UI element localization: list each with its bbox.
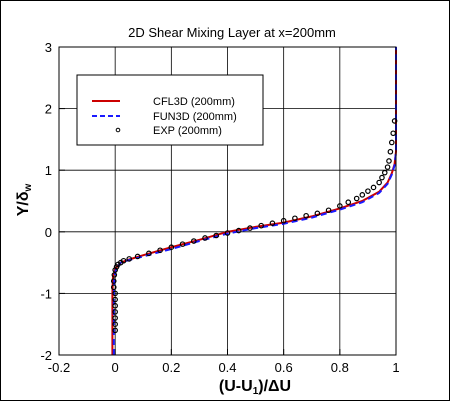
exp-point <box>247 225 253 231</box>
exp-point <box>388 139 395 146</box>
exp-point <box>111 272 118 278</box>
legend-label-fun3d: FUN3D (200mm) <box>153 111 237 123</box>
exp-point <box>146 250 152 257</box>
y-tick-label: 3 <box>45 40 52 55</box>
y-tick-label: 1 <box>45 163 52 178</box>
x-tick-label: 1 <box>392 360 399 375</box>
exp-point <box>202 235 208 241</box>
legend-marker-exp <box>115 127 121 133</box>
x-axis-label: (U-U1)/ΔU <box>219 378 291 397</box>
exp-point <box>387 148 394 155</box>
chart-title: 2D Shear Mixing Layer at x=200mm <box>128 25 336 40</box>
exp-point <box>314 210 321 217</box>
exp-point <box>213 232 220 239</box>
y-axis-label: Y/δw <box>15 183 34 216</box>
exp-point <box>112 315 118 321</box>
exp-point <box>345 199 352 206</box>
exp-point <box>112 296 118 303</box>
exp-point <box>280 217 287 224</box>
plot-area <box>58 46 397 356</box>
exp-point <box>386 158 392 164</box>
x-tick-label: 0 <box>112 360 119 375</box>
x-tick-label: 0.2 <box>162 360 180 375</box>
exp-point <box>110 284 117 291</box>
exp-point <box>179 241 186 247</box>
legend: CFL3D (200mm) FUN3D (200mm) EXP (200mm) <box>76 74 264 146</box>
exp-point <box>191 238 197 244</box>
exp-point <box>126 256 133 262</box>
exp-point <box>112 327 118 334</box>
exp-point <box>112 290 118 297</box>
exp-point <box>112 302 118 309</box>
legend-box <box>76 74 264 146</box>
exp-point <box>384 164 391 170</box>
x-tick-label: -0.2 <box>48 360 70 375</box>
y-tick-label: -2 <box>40 348 52 363</box>
exp-point <box>303 212 309 219</box>
exp-point <box>157 247 163 254</box>
exp-point <box>376 179 382 186</box>
legend-label-cfl3d: CFL3D (200mm) <box>153 96 235 108</box>
exp-point <box>337 203 343 209</box>
exp-point <box>325 207 332 214</box>
exp-point <box>258 222 265 229</box>
exp-point <box>381 169 388 176</box>
x-tick-label: 0.8 <box>331 360 349 375</box>
y-tick-label: 0 <box>45 225 52 240</box>
series-layer <box>110 47 398 355</box>
exp-point <box>292 215 298 222</box>
exp-point <box>134 253 141 260</box>
legend-label-exp: EXP (200mm) <box>153 125 222 137</box>
exp-point <box>235 227 242 234</box>
exp-point <box>379 174 385 181</box>
exp-point <box>391 118 398 124</box>
exp-point <box>269 220 276 226</box>
exp-point <box>365 188 371 194</box>
exp-point <box>112 267 118 273</box>
exp-point <box>110 278 117 284</box>
exp-point <box>359 192 366 198</box>
y-tick-label: 2 <box>45 102 52 117</box>
y-tick-label: -1 <box>40 286 52 301</box>
x-tick-label: 0.4 <box>218 360 236 375</box>
x-axis-ticks: -0.2 0 0.2 0.4 0.6 0.8 1 <box>48 349 400 375</box>
exp-point <box>168 244 175 251</box>
exp-point <box>224 230 231 236</box>
exp-point <box>120 257 127 264</box>
y-axis-ticks: -2 -1 0 1 2 3 <box>40 40 65 363</box>
exp-point <box>112 309 118 315</box>
exp-point <box>370 184 377 191</box>
x-tick-label: 0.6 <box>275 360 293 375</box>
exp-point <box>390 130 396 137</box>
exp-point <box>112 321 118 328</box>
exp-point <box>353 195 360 202</box>
